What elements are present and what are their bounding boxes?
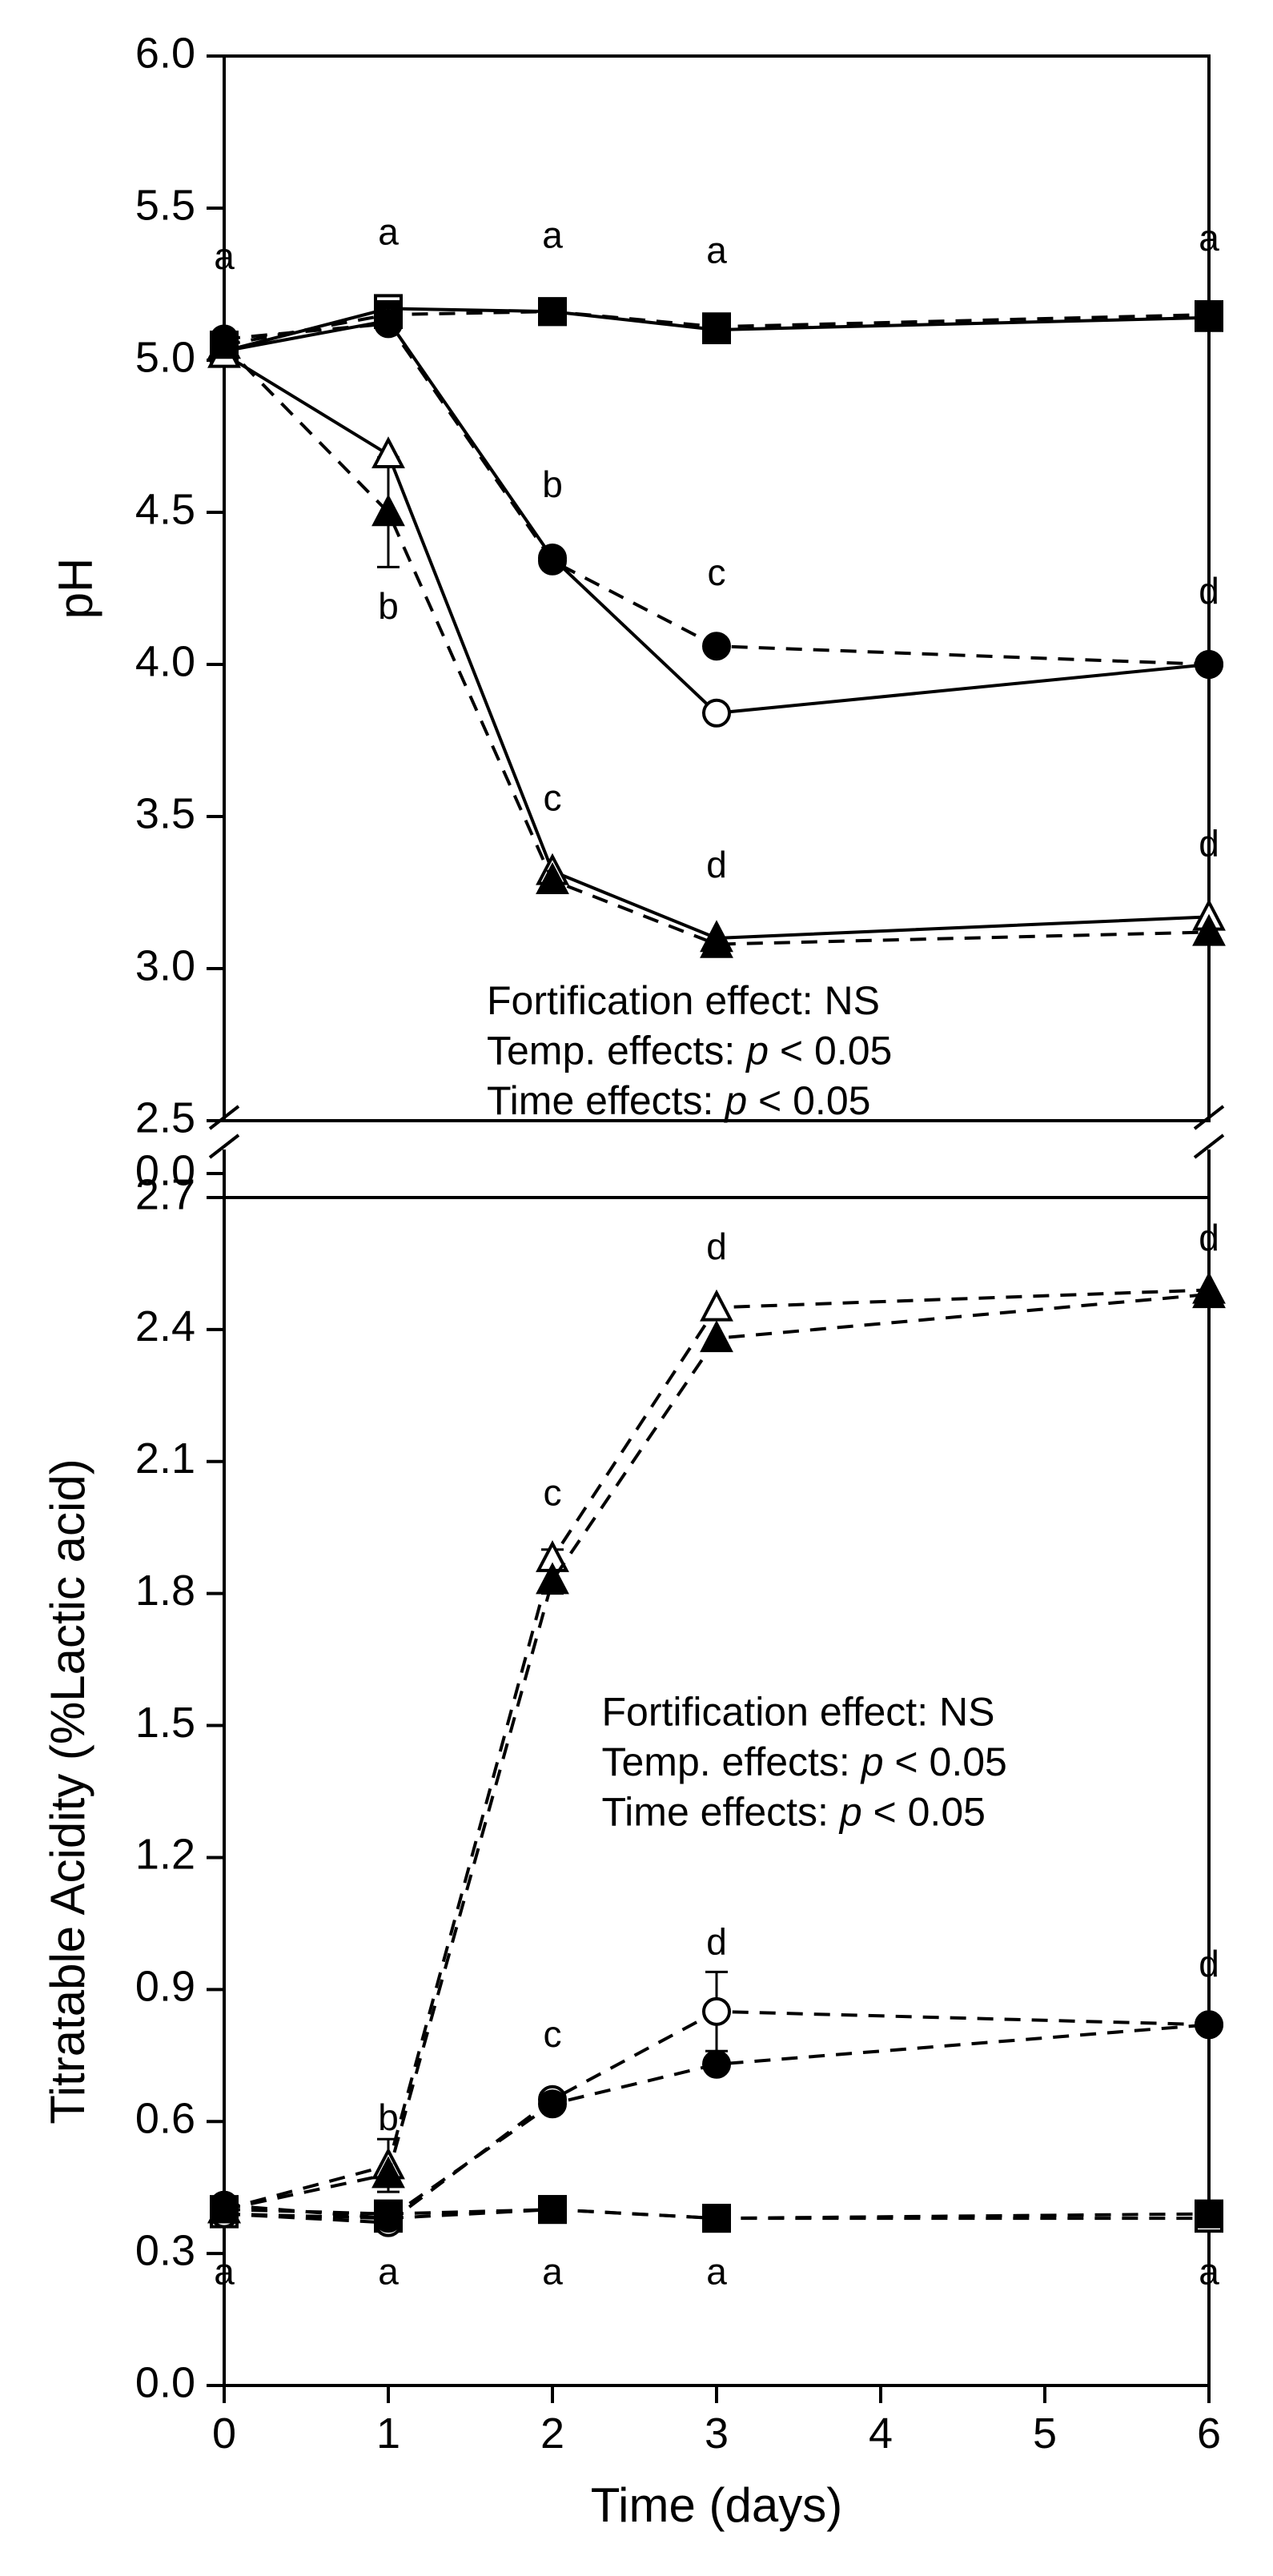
xtick-label: 5	[1033, 2409, 1057, 2458]
bottom-ylabel: Titratable Acidity (%Lactic acid)	[41, 1459, 94, 2124]
top-ytick-label: 5.5	[135, 181, 195, 229]
top-sig-letter: d	[1199, 570, 1219, 612]
bottom-marker-circle-open	[704, 1999, 729, 2024]
top-sig-letter: c	[708, 552, 726, 593]
top-stats-line: Time effects: p < 0.05	[487, 1078, 870, 1123]
xtick-label: 3	[705, 2409, 729, 2458]
top-ytick-label: 2.5	[135, 1093, 195, 1142]
bottom-ytick-label: 2.1	[135, 1434, 195, 1483]
bottom-sig-letter: a	[1199, 2251, 1219, 2293]
top-ytick-label: 5.0	[135, 333, 195, 381]
top-stats-line: Fortification effect: NS	[487, 978, 880, 1023]
bottom-stats-line: Temp. effects: p < 0.05	[602, 1739, 1007, 1784]
top-marker-circle-filled	[704, 633, 729, 659]
bottom-marker-triangle-filled	[702, 1323, 730, 1350]
figure-root: 2.5 3.0 3.5 4.0 4.5 5.0 5.5 6.0 0.0 pH a a a a a b c d b c d…	[0, 0, 1273, 2576]
bottom-sig-letter: d	[706, 1226, 727, 1267]
bottom-ytick-label: 0.9	[135, 1963, 195, 2011]
bottom-stats-line: Time effects: p < 0.05	[602, 1790, 986, 1835]
top-marker-square-filled	[1196, 302, 1222, 327]
top-marker-circle-filled	[540, 548, 565, 574]
top-ytick-label: 3.0	[135, 941, 195, 989]
bottom-ytick-label: 0.3	[135, 2226, 195, 2274]
top-stats-line: Temp. effects: p < 0.05	[487, 1029, 892, 1073]
bottom-sig-letter: c	[544, 2013, 562, 2055]
top-marker-circle-filled	[375, 311, 401, 336]
top-sig-letter: b	[542, 463, 563, 505]
bottom-marker-square-filled	[704, 2205, 729, 2231]
top-marker-triangle-open	[374, 439, 402, 467]
bottom-sig-letter: c	[544, 1472, 562, 1514]
top-ytick-label: 4.5	[135, 485, 195, 533]
bottom-ytick-label: 1.8	[135, 1567, 195, 1615]
top-marker-circle-open	[704, 700, 729, 726]
bottom-marker-square-filled	[1196, 2201, 1222, 2227]
bottom-marker-triangle-open	[702, 1293, 730, 1320]
top-marker-square-filled	[540, 299, 565, 324]
bottom-sig-letter: a	[542, 2251, 563, 2293]
bottom-ytick-label: 2.4	[135, 1302, 195, 1350]
bottom-ytick-label: 1.5	[135, 1699, 195, 1747]
top-series-circle-filled-line	[224, 323, 1209, 664]
bottom-sig-letter: d	[1199, 1217, 1219, 1258]
bottom-marker-circle-filled	[375, 2205, 401, 2231]
top-sig-letter: a	[214, 235, 235, 277]
bottom-ytick-label: 0.0	[135, 2358, 195, 2406]
figure-svg: 2.5 3.0 3.5 4.0 4.5 5.0 5.5 6.0 0.0 pH a a a a a b c d b c d…	[0, 0, 1273, 2576]
bottom-sig-letter: b	[378, 2097, 399, 2138]
top-sig-letter: a	[1199, 217, 1219, 259]
top-ylabel: pH	[49, 558, 102, 620]
top-sig-letter: b	[378, 585, 399, 627]
bottom-sig-letter: a	[214, 2251, 235, 2293]
top-marker-square-filled	[704, 314, 729, 339]
bottom-marker-square-filled	[540, 2197, 565, 2222]
top-sig-letter: a	[378, 211, 399, 253]
bottom-ytick-label: 0.6	[135, 2094, 195, 2142]
top-sig-letter: a	[542, 214, 563, 255]
bottom-sig-letter: a	[706, 2251, 727, 2293]
top-ytick-label: 4.0	[135, 637, 195, 685]
top-sig-letter: d	[1199, 822, 1219, 864]
bottom-marker-circle-filled	[704, 2052, 729, 2077]
bottom-ytick-label: 1.2	[135, 1831, 195, 1879]
top-ytick-label: 3.5	[135, 789, 195, 837]
xtick-label: 4	[869, 2409, 893, 2458]
top-ytick-label: 6.0	[135, 29, 195, 77]
xtick-label: 1	[376, 2409, 400, 2458]
bottom-ytick-label: 2.7	[135, 1170, 195, 1218]
xlabel: Time (days)	[591, 2478, 842, 2532]
bottom-marker-circle-filled	[1196, 2012, 1222, 2037]
bottom-sig-letter: a	[378, 2251, 399, 2293]
xtick-label: 2	[540, 2409, 564, 2458]
bottom-sig-letter: d	[706, 1920, 727, 1962]
top-marker-circle-filled	[1196, 652, 1222, 677]
bottom-sig-letter: d	[1199, 1943, 1219, 1984]
bottom-marker-circle-filled	[540, 2091, 565, 2117]
xtick-label: 6	[1197, 2409, 1221, 2458]
bottom-stats-line: Fortification effect: NS	[602, 1690, 995, 1735]
top-sig-letter: c	[544, 776, 562, 818]
top-sig-letter: d	[706, 844, 727, 885]
top-sig-letter: a	[706, 229, 727, 271]
xtick-label: 0	[212, 2409, 236, 2458]
